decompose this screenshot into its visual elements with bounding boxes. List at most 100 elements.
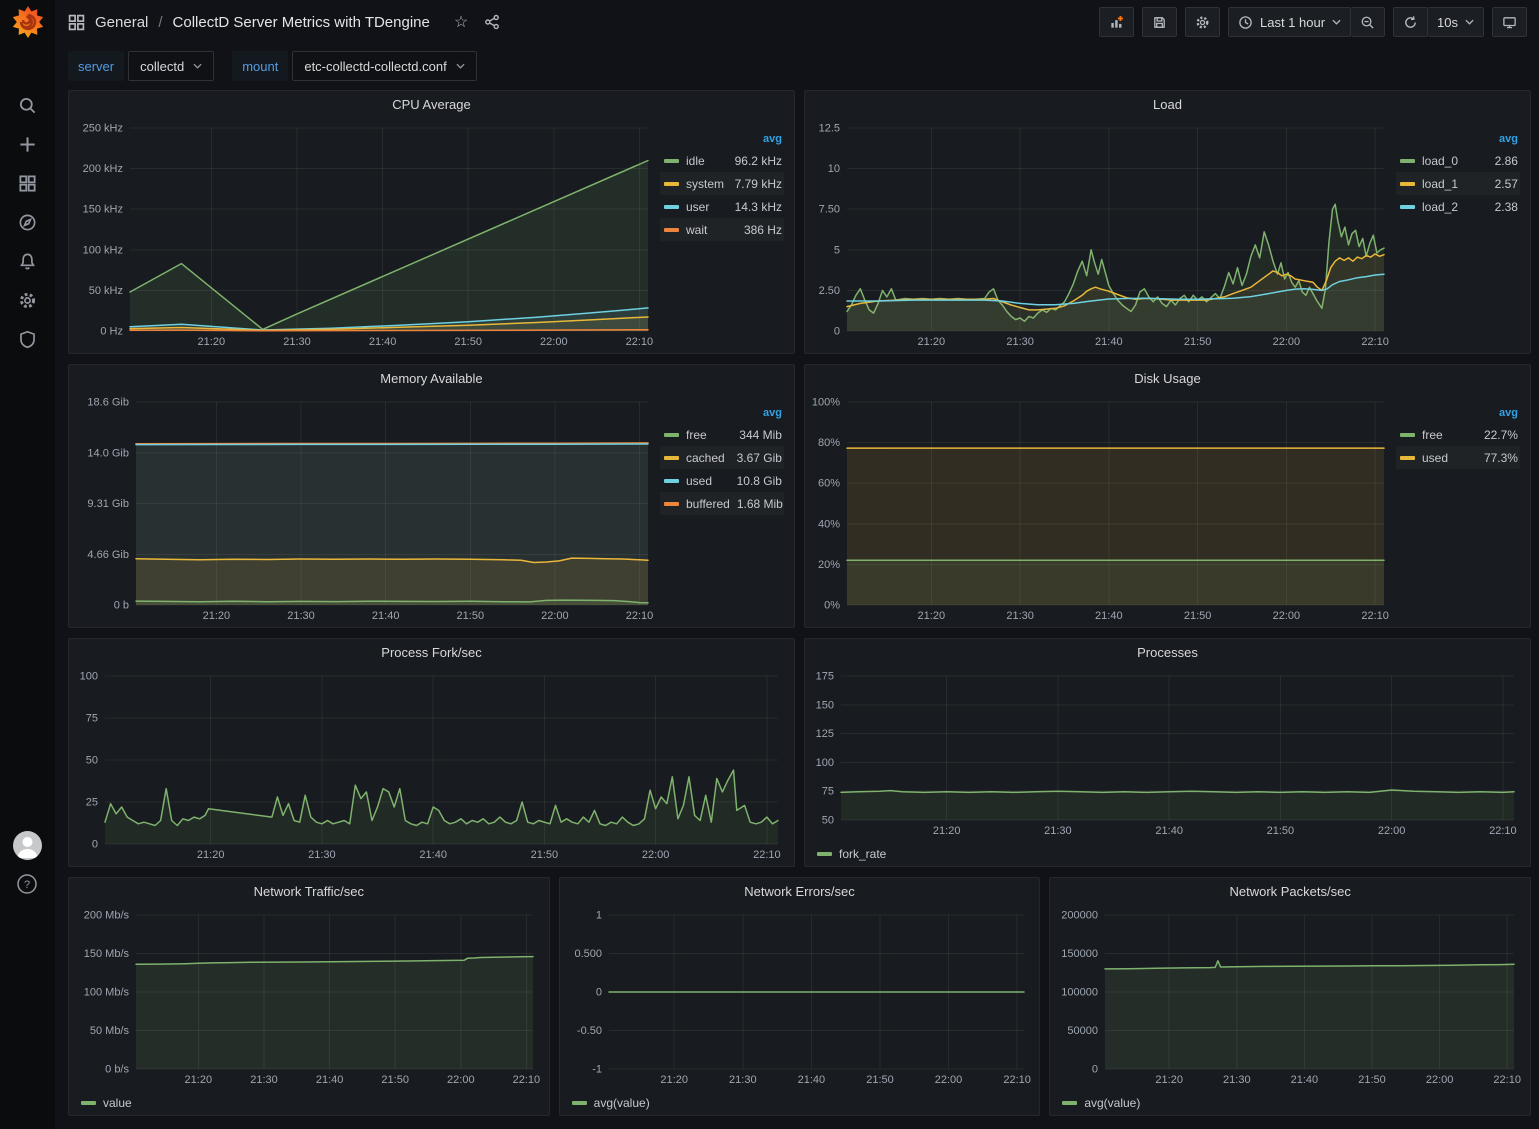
explore-compass-icon[interactable] — [17, 211, 39, 233]
svg-text:60%: 60% — [818, 478, 840, 490]
refresh-interval-dropdown[interactable]: 10s — [1428, 7, 1484, 37]
svg-text:21:30: 21:30 — [1006, 336, 1034, 348]
clock-icon — [1238, 15, 1253, 30]
legend-item-avg(value)[interactable]: avg(value) — [572, 1096, 650, 1110]
grafana-flame-icon — [11, 5, 45, 39]
legend-series-avg: 2.57 — [1495, 177, 1518, 191]
legend-item-fork_rate[interactable]: fork_rate — [817, 847, 886, 861]
svg-text:22:00: 22:00 — [642, 849, 670, 861]
user-avatar[interactable] — [13, 831, 42, 860]
chart-canvas[interactable]: 02.5057.501012.521:2021:3021:4021:5022:0… — [809, 118, 1396, 351]
legend-item-system[interactable]: system7.79 kHz — [660, 172, 784, 195]
legend-avg-header: avg — [1396, 131, 1520, 149]
refresh-interval-label: 10s — [1437, 15, 1458, 30]
svg-text:22:10: 22:10 — [626, 336, 654, 348]
help-icon[interactable]: ? — [15, 872, 39, 896]
legend-item-free[interactable]: free344 Mib — [660, 423, 784, 446]
time-range-picker[interactable]: Last 1 hour — [1228, 7, 1351, 37]
legend-item-used[interactable]: used10.8 Gib — [660, 469, 784, 492]
sidebar: ? — [0, 0, 55, 1129]
legend-swatch — [664, 159, 679, 163]
chart-canvas[interactable]: -1-0.5000.500121:2021:3021:4021:5022:002… — [564, 905, 1036, 1089]
legend-series-name: cached — [686, 451, 725, 465]
add-panel-button[interactable] — [1099, 7, 1134, 37]
svg-text:50000: 50000 — [1068, 1025, 1099, 1037]
save-dashboard-button[interactable] — [1142, 7, 1177, 37]
legend-item-user[interactable]: user14.3 kHz — [660, 195, 784, 218]
variable-mount-dropdown[interactable]: etc-collectd-collectd.conf — [292, 51, 476, 81]
svg-text:0: 0 — [834, 326, 840, 338]
panel-network-traffic: Network Traffic/sec 0 b/s50 Mb/s100 Mb/s… — [68, 877, 550, 1116]
svg-text:22:10: 22:10 — [513, 1074, 541, 1086]
legend-item-avg(value)[interactable]: avg(value) — [1062, 1096, 1140, 1110]
page-title[interactable]: CollectD Server Metrics with TDengine — [173, 14, 430, 31]
refresh-button[interactable] — [1393, 7, 1428, 37]
svg-text:?: ? — [24, 879, 30, 891]
server-admin-shield-icon[interactable] — [17, 328, 39, 350]
svg-text:21:50: 21:50 — [1184, 336, 1212, 348]
svg-text:0 b: 0 b — [114, 600, 129, 612]
svg-text:21:20: 21:20 — [1156, 1074, 1184, 1086]
chart-canvas[interactable]: 025507510021:2021:3021:4021:5022:0022:10 — [73, 666, 790, 864]
legend-item-load_1[interactable]: load_12.57 — [1396, 172, 1520, 195]
variable-server-dropdown[interactable]: collectd — [128, 51, 214, 81]
panel-title[interactable]: Process Fork/sec — [69, 639, 794, 666]
legend-item-cached[interactable]: cached3.67 Gib — [660, 446, 784, 469]
grafana-logo[interactable] — [0, 0, 55, 44]
svg-text:21:40: 21:40 — [419, 849, 447, 861]
panel-title[interactable]: Disk Usage — [805, 365, 1530, 392]
panel-title[interactable]: Network Errors/sec — [560, 878, 1040, 905]
legend-item-wait[interactable]: wait386 Hz — [660, 218, 784, 241]
panel-title[interactable]: CPU Average — [69, 91, 794, 118]
star-dashboard-icon[interactable]: ☆ — [454, 12, 468, 32]
legend-item-free[interactable]: free22.7% — [1396, 423, 1520, 446]
breadcrumb-folder[interactable]: General — [95, 14, 148, 31]
chart-canvas[interactable]: 0 Hz50 kHz100 kHz150 kHz200 kHz250 kHz21… — [73, 118, 660, 351]
dashboard-settings-button[interactable] — [1185, 7, 1220, 37]
legend-avg-header: avg — [1396, 405, 1520, 423]
svg-text:21:40: 21:40 — [369, 336, 397, 348]
chart-canvas[interactable]: 05000010000015000020000021:2021:3021:402… — [1054, 905, 1526, 1089]
legend-swatch — [572, 1101, 587, 1105]
legend-item-idle[interactable]: idle96.2 kHz — [660, 149, 784, 172]
svg-text:0: 0 — [92, 839, 98, 851]
zoom-out-icon — [1360, 15, 1375, 30]
chart-canvas[interactable]: 0%20%40%60%80%100%21:2021:3021:4021:5022… — [809, 392, 1396, 625]
svg-text:22:00: 22:00 — [1273, 336, 1301, 348]
chart-canvas[interactable]: 0 b4.66 Gib9.31 Gib14.0 Gib18.6 Gib21:20… — [73, 392, 660, 625]
legend-series-avg: 14.3 kHz — [735, 200, 782, 214]
create-plus-icon[interactable] — [17, 133, 39, 155]
legend-item-value[interactable]: value — [81, 1096, 132, 1110]
share-dashboard-icon[interactable] — [484, 14, 500, 30]
svg-text:21:50: 21:50 — [866, 1074, 894, 1086]
search-icon[interactable] — [17, 94, 39, 116]
chart-canvas[interactable]: 0 b/s50 Mb/s100 Mb/s150 Mb/s200 Mb/s21:2… — [73, 905, 545, 1089]
chart-canvas[interactable]: 507510012515017521:2021:3021:4021:5022:0… — [809, 666, 1526, 840]
panel-legend: avgfree344 Mibcached3.67 Gibused10.8 Gib… — [660, 392, 790, 625]
svg-text:21:50: 21:50 — [1359, 1074, 1387, 1086]
configuration-gear-icon[interactable] — [17, 289, 39, 311]
svg-text:22:00: 22:00 — [1378, 825, 1406, 837]
svg-text:10: 10 — [828, 163, 840, 175]
top-navbar: General / CollectD Server Metrics with T… — [55, 0, 1539, 44]
svg-text:21:20: 21:20 — [198, 336, 226, 348]
panel-title[interactable]: Load — [805, 91, 1530, 118]
legend-item-used[interactable]: used77.3% — [1396, 446, 1520, 469]
legend-item-load_0[interactable]: load_02.86 — [1396, 149, 1520, 172]
kiosk-mode-button[interactable] — [1492, 7, 1527, 37]
zoom-out-time-button[interactable] — [1351, 7, 1385, 37]
legend-series-name: avg(value) — [594, 1096, 650, 1110]
panel-title[interactable]: Network Traffic/sec — [69, 878, 549, 905]
panel-title[interactable]: Memory Available — [69, 365, 794, 392]
svg-text:22:00: 22:00 — [541, 610, 569, 622]
legend-series-avg: 386 Hz — [744, 223, 782, 237]
panel-title[interactable]: Network Packets/sec — [1050, 878, 1530, 905]
panel-title[interactable]: Processes — [805, 639, 1530, 666]
legend-item-buffered[interactable]: buffered1.68 Mib — [660, 492, 784, 515]
legend-item-load_2[interactable]: load_22.38 — [1396, 195, 1520, 218]
legend-series-name: value — [103, 1096, 132, 1110]
svg-text:7.50: 7.50 — [819, 204, 840, 216]
svg-text:21:20: 21:20 — [660, 1074, 688, 1086]
alerting-bell-icon[interactable] — [17, 250, 39, 272]
dashboards-grid-icon[interactable] — [17, 172, 39, 194]
